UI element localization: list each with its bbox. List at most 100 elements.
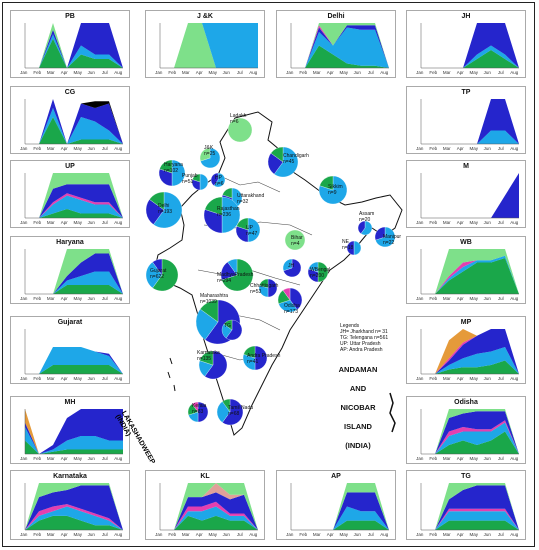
tick-label: Jan [20,146,28,151]
area-series [25,506,123,530]
pie-slice [203,209,223,234]
legend-line: UP: Uttar Pradesh [340,341,381,347]
area-series [421,45,519,68]
month-axis: Jan Feb Mar Apr May Jun Jul Aug [17,456,125,461]
tick-label: Feb [429,376,438,381]
axis-line [159,23,258,69]
tick-label: Jan [20,220,28,225]
tick-label: Apr [456,70,464,75]
india-map: Ladakh n=6 J&K n=25 Chandigarh n=45 Haryana… [140,110,405,440]
month-axis: Jan Feb Mar Apr May Jun Jul Aug [152,70,260,75]
pie-slice [158,168,173,187]
area-chart-panel: WB Jan Feb Mar Apr May Jun Jul Aug [406,236,526,304]
pie-slice [223,319,233,331]
tick-label: Aug [249,532,258,537]
panel-title: Delhi [327,13,345,20]
tick-label: Apr [456,220,464,225]
tick-label: May [469,70,478,75]
tick-label: Jul [236,532,243,537]
pie-slice [225,319,243,341]
area-series [160,506,258,530]
area-series [160,483,258,530]
area-series [25,485,123,530]
area-chart-panel: M Jan Feb Mar Apr May Jun Jul Aug [406,160,526,228]
legend: Legends JH= Jharkhand n= 31 TG: Telengan… [340,323,388,353]
area-series [160,483,258,530]
tick-label: Jan [416,220,424,225]
tick-label: Mar [442,456,451,461]
pie-slice [192,173,201,183]
tick-label: Jun [222,532,230,537]
tick-label: Apr [60,456,68,461]
tick-label: Apr [60,296,68,301]
area-series [291,483,389,530]
tick-label: Jan [155,532,163,537]
tick-label: Apr [60,220,68,225]
area-plot [420,329,519,375]
pie-label: NE n=18 [342,239,354,251]
month-axis: Jan Feb Mar Apr May Jun Jul Aug [413,376,521,381]
pie-label: Chandigarh n=45 [283,153,309,165]
tick-label: Feb [33,296,42,301]
pie-label: Chhattisgarh n=53 [250,283,279,295]
pie-slice [259,278,269,289]
tick-label: May [469,220,478,225]
area-plot [420,409,519,455]
pie-label: Uttarakhand n=32 [237,193,265,205]
tick-label: Aug [510,296,519,301]
tick-label: Jan [20,296,28,301]
tick-label: Mar [442,146,451,151]
tick-label: Jul [497,296,504,301]
panel-title: AP [331,473,341,480]
pie-label: Haryana n=102 [164,162,183,174]
tick-label: Jun [87,70,95,75]
tick-label: Jul [236,70,243,75]
pie-label: J&K n=25 [204,145,216,157]
tick-label: Feb [299,70,308,75]
tick-label: May [73,146,82,151]
area-series [25,271,123,294]
area-series [25,409,123,454]
tick-label: Feb [429,296,438,301]
area-plot [420,173,519,219]
pie-label: Ladakh n=6 [230,113,247,125]
area-plot [24,173,123,219]
axis-line [420,409,519,455]
pie-layer [145,117,396,426]
tick-label: Aug [510,532,519,537]
pie-slice [159,159,173,174]
tick-label: Feb [33,146,42,151]
pie-label: Maharashtra n=1039 [200,293,229,305]
tick-label: Apr [60,532,68,537]
tick-label: Mar [312,532,321,537]
tick-label: Feb [429,220,438,225]
tick-label: Mar [46,532,55,537]
pie-label: Gujarat n=622 [150,268,167,280]
tick-label: Mar [46,70,55,75]
tick-label: Jan [20,532,28,537]
area-plot [420,483,519,531]
pie-slice [267,278,278,298]
panel-title: Karnataka [53,473,87,480]
area-series [421,422,519,454]
area-chart-panel: Delhi Jan Feb Mar Apr May Jun Jul Aug [276,10,396,78]
pie-slice [317,261,329,283]
tick-label: Apr [195,532,203,537]
tick-label: Jun [483,456,491,461]
area-series [25,253,123,294]
pie-slice [221,196,241,234]
area-series [421,255,519,294]
area-series [25,440,123,454]
pie-slice [236,217,249,231]
tick-label: Jan [286,70,294,75]
tick-label: May [73,220,82,225]
area-series [160,492,258,530]
tick-label: Jun [483,220,491,225]
axis-line [24,99,123,145]
area-series [291,520,389,530]
tick-label: Aug [114,456,123,461]
tick-label: Jun [87,296,95,301]
area-series [25,249,123,294]
pie-slice [191,401,199,413]
pie-slice [374,226,386,241]
